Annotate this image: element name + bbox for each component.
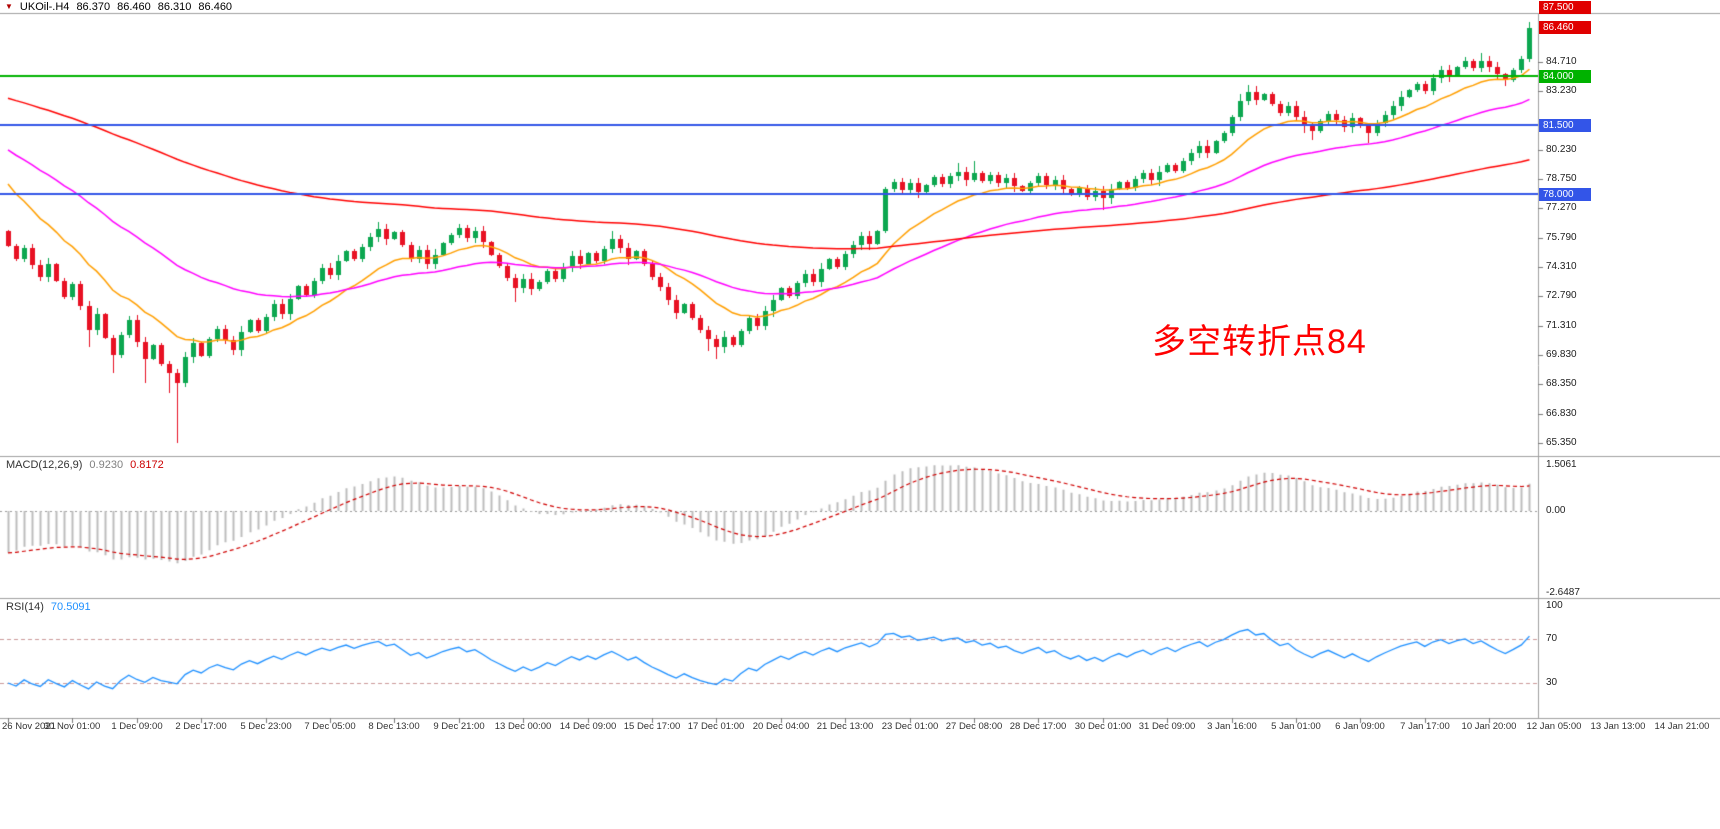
price-marker-label: 78.000 — [1539, 188, 1591, 201]
ohlc-high-value: 86.460 — [117, 0, 151, 13]
time-axis-label: 27 Dec 08:00 — [945, 721, 1003, 732]
price-marker-label: 81.500 — [1539, 119, 1591, 132]
macd-scale-label: 1.5061 — [1546, 459, 1577, 470]
time-axis-label: 30 Nov 01:00 — [43, 721, 101, 732]
time-axis[interactable] — [0, 718, 1720, 740]
time-axis-label: 14 Dec 09:00 — [559, 721, 617, 732]
time-axis-label: 28 Dec 17:00 — [1009, 721, 1067, 732]
time-axis-label: 5 Jan 01:00 — [1271, 721, 1321, 732]
macd-indicator-name: MACD(12,26,9) — [6, 459, 83, 471]
time-axis-label: 7 Jan 17:00 — [1400, 721, 1450, 732]
time-axis-label: 3 Jan 16:00 — [1207, 721, 1257, 732]
price-tick-label: 69.830 — [1546, 349, 1577, 360]
macd-indicator-label: MACD(12,26,9) 0.9230 0.8172 — [6, 459, 164, 471]
time-axis-label: 13 Dec 00:00 — [494, 721, 552, 732]
rsi-value: 70.5091 — [50, 601, 91, 613]
time-axis-label: 6 Jan 09:00 — [1335, 721, 1385, 732]
ohlc-open-value: 86.370 — [76, 0, 111, 13]
rsi-indicator-name: RSI(14) — [6, 601, 44, 613]
price-tick-label: 66.830 — [1546, 408, 1577, 419]
time-axis-label: 13 Jan 13:00 — [1590, 721, 1646, 732]
indicator-scales — [1538, 456, 1720, 718]
time-axis-label: 21 Dec 13:00 — [816, 721, 874, 732]
rsi-indicator-label: RSI(14) 70.5091 — [6, 601, 91, 613]
rsi-scale-label: 100 — [1546, 600, 1563, 611]
price-tick-label: 74.310 — [1546, 261, 1577, 272]
time-axis-label: 2 Dec 17:00 — [175, 721, 227, 732]
price-marker-label: 84.000 — [1539, 70, 1591, 83]
price-tick-label: 84.710 — [1546, 56, 1577, 67]
price-tick-label: 83.230 — [1546, 85, 1577, 96]
time-axis-label: 26 Nov 2021 — [2, 721, 56, 732]
price-tick-label: 65.350 — [1546, 437, 1577, 448]
time-axis-label: 12 Jan 05:00 — [1526, 721, 1582, 732]
time-axis-label: 8 Dec 13:00 — [368, 721, 420, 732]
time-axis-label: 20 Dec 04:00 — [752, 721, 810, 732]
time-axis-label: 31 Dec 09:00 — [1138, 721, 1196, 732]
price-marker-label: 87.500 — [1539, 1, 1591, 14]
rsi-scale-label: 30 — [1546, 677, 1558, 688]
time-axis-label: 15 Dec 17:00 — [623, 721, 681, 732]
macd-scale-label: -2.6487 — [1546, 587, 1580, 598]
price-tick-label: 71.310 — [1546, 320, 1577, 331]
time-axis-label: 14 Jan 21:00 — [1654, 721, 1710, 732]
price-tick-label: 77.270 — [1546, 202, 1577, 213]
macd-scale-label: 0.00 — [1546, 505, 1566, 516]
chart-annotation-text: 多空转折点84 — [1152, 323, 1367, 361]
symbol-dropdown-icon: ▼ — [5, 2, 13, 11]
price-tick-label: 68.350 — [1546, 378, 1577, 389]
symbol-name: UKOil-.H4 — [19, 0, 70, 13]
ohlc-close-value: 86.460 — [198, 0, 233, 13]
time-axis-label: 9 Dec 21:00 — [433, 721, 485, 732]
time-axis-label: 5 Dec 23:00 — [240, 721, 292, 732]
time-axis-label: 17 Dec 01:00 — [687, 721, 745, 732]
price-tick-label: 78.750 — [1546, 173, 1577, 184]
macd-signal-value: 0.8172 — [130, 459, 164, 471]
price-tick-label: 80.230 — [1546, 144, 1577, 155]
time-axis-label: 10 Jan 20:00 — [1461, 721, 1517, 732]
macd-main-value: 0.9230 — [89, 459, 124, 471]
price-tick-label: 75.790 — [1546, 232, 1577, 243]
symbol-ohlc-header: ▼ UKOil-.H4 86.370 86.460 86.310 86.460 — [5, 0, 233, 13]
time-axis-label: 23 Dec 01:00 — [881, 721, 939, 732]
price-marker-label: 86.460 — [1539, 21, 1591, 34]
time-axis-label: 7 Dec 05:00 — [304, 721, 356, 732]
price-tick-label: 72.790 — [1546, 290, 1577, 301]
time-axis-label: 1 Dec 09:00 — [111, 721, 163, 732]
ohlc-low-value: 86.310 — [157, 0, 192, 13]
time-axis-label: 30 Dec 01:00 — [1074, 721, 1132, 732]
rsi-scale-label: 70 — [1546, 633, 1558, 644]
